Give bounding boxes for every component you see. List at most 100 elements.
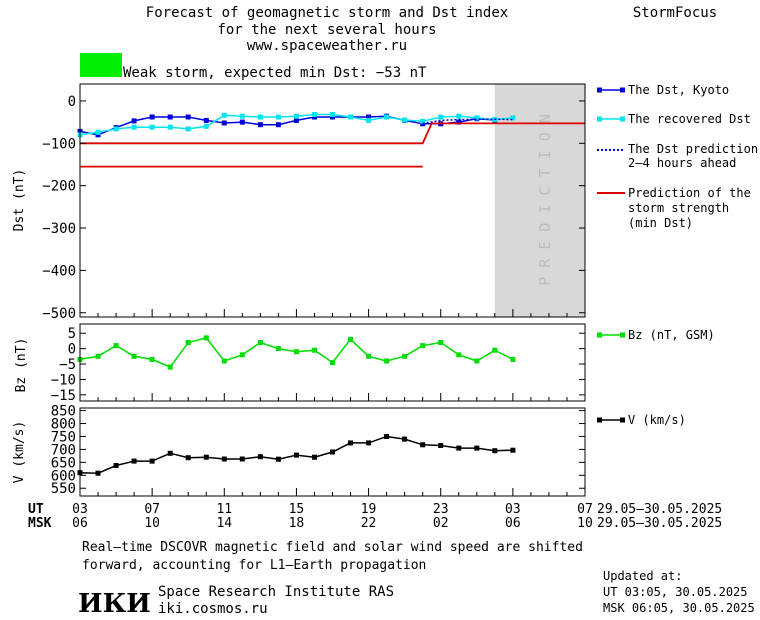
legend-recovered-dst-label: The recovered Dst — [628, 112, 751, 126]
bz-data-point — [384, 358, 390, 364]
footer-note-line2: forward, accounting for L1–Earth propaga… — [82, 558, 426, 573]
dst-data-point — [185, 126, 191, 132]
dst-data-point — [402, 117, 408, 123]
legend-v-label: V (km/s) — [628, 413, 686, 427]
dst-data-point — [149, 124, 155, 130]
legend-dst-prediction-label1: The Dst prediction — [628, 142, 758, 156]
dst-series-line-2 — [422, 118, 513, 125]
footer-note-line1: Real–time DSCOVR magnetic field and sola… — [82, 540, 583, 555]
ut-tick-labels: 03 07 11 15 19 23 03 07 — [72, 502, 593, 517]
bz-data-point — [275, 346, 281, 352]
dst-data-point — [221, 112, 227, 118]
legend-v: V (km/s) — [597, 413, 686, 427]
dst-data-point — [348, 114, 353, 120]
dst-data-point — [239, 119, 245, 125]
v-data-point — [185, 455, 191, 461]
dst-series-line-3 — [80, 122, 585, 145]
v-data-point — [474, 445, 480, 451]
dst-data-point — [420, 118, 426, 124]
bz-ytick-label: −15 — [51, 388, 76, 404]
msk-tick-label: 06 — [505, 516, 521, 531]
institute-url[interactable]: iki.cosmos.ru — [158, 601, 268, 617]
bz-data-point — [366, 353, 372, 359]
dst-data-point — [293, 117, 299, 123]
dst-ytick-label: −100 — [42, 136, 76, 152]
bz-data-point — [95, 353, 101, 359]
ut-tick-label: 23 — [433, 502, 449, 517]
v-data-point — [510, 447, 516, 453]
bz-data-point — [257, 340, 263, 345]
dst-data-point — [113, 126, 119, 132]
bz-data-point — [402, 353, 408, 359]
dst-data-point — [474, 115, 480, 121]
dst-data-point — [167, 124, 173, 130]
dst-data-point — [438, 114, 444, 120]
v-data-point — [95, 470, 101, 476]
msk-tick-label: 02 — [433, 516, 449, 531]
dst-data-point — [456, 113, 462, 119]
msk-tick-label: 22 — [361, 516, 377, 531]
bz-data-point — [239, 352, 245, 358]
v-data-point — [257, 454, 263, 460]
legend-dst-kyoto: The Dst, Kyoto — [597, 83, 729, 97]
bz-data-point — [185, 340, 191, 345]
msk-tick-label: 10 — [577, 516, 593, 531]
dst-data-point — [185, 114, 191, 120]
bz-data-point — [510, 356, 516, 362]
brand-name: StormFocus — [633, 5, 717, 21]
dst-data-point — [257, 114, 263, 120]
v-data-point — [330, 449, 335, 455]
dst-data-point — [203, 117, 209, 123]
bz-series-group — [77, 335, 516, 370]
storm-status-text: Weak storm, expected min Dst: −53 nT — [123, 65, 427, 81]
dst-data-point — [312, 112, 317, 117]
ut-label: UT — [28, 502, 44, 517]
ut-date-range: 29.05–30.05.2025 — [597, 502, 722, 517]
bz-data-point — [113, 343, 119, 349]
bz-data-point — [203, 335, 209, 341]
dst-data-point — [293, 113, 299, 119]
v-ytick-label: 750 — [51, 429, 76, 445]
dst-data-point — [456, 119, 462, 125]
dst-data-point — [275, 122, 281, 128]
v-ytick-label: 650 — [51, 455, 76, 471]
v-data-point — [312, 454, 317, 460]
dst-data-point — [221, 120, 227, 126]
ut-tick-label: 07 — [144, 502, 160, 517]
bz-data-point — [456, 352, 462, 358]
v-data-point — [131, 458, 137, 464]
v-data-point — [420, 442, 426, 448]
v-ytick-label: 800 — [51, 417, 76, 433]
v-data-point — [293, 452, 299, 458]
msk-date-range: 29.05–30.05.2025 — [597, 516, 722, 531]
bz-data-point — [312, 347, 317, 353]
iki-logo: ИКИ — [78, 589, 151, 619]
legend: The Dst, Kyoto The recovered Dst The Dst… — [597, 83, 758, 427]
msk-tick-label: 10 — [144, 516, 160, 531]
dst-data-point — [275, 114, 281, 120]
legend-storm-strength-label2: storm strength — [628, 201, 729, 215]
bz-data-point — [438, 340, 444, 345]
msk-tick-label: 06 — [72, 516, 88, 531]
dst-ytick-label: −400 — [42, 263, 76, 279]
msk-tick-label: 18 — [289, 516, 305, 531]
bz-data-point — [221, 358, 227, 364]
dst-data-point — [239, 113, 245, 119]
dst-data-point — [257, 122, 263, 128]
website-link[interactable]: www.spaceweather.ru — [247, 38, 407, 54]
v-data-point — [113, 463, 119, 468]
v-data-point — [402, 436, 408, 442]
dst-data-point — [366, 114, 372, 120]
v-axis-label: V (km/s) — [12, 421, 27, 484]
v-data-point — [239, 456, 245, 462]
ut-tick-label: 07 — [577, 502, 593, 517]
v-data-point — [348, 440, 353, 446]
v-data-point — [275, 456, 281, 462]
dst-y-axis: 0 −100 −200 −300 −400 −500 — [42, 94, 585, 322]
v-ytick-label: 600 — [51, 468, 76, 484]
dst-ytick-label: 0 — [68, 94, 76, 110]
dst-data-point — [95, 129, 101, 135]
